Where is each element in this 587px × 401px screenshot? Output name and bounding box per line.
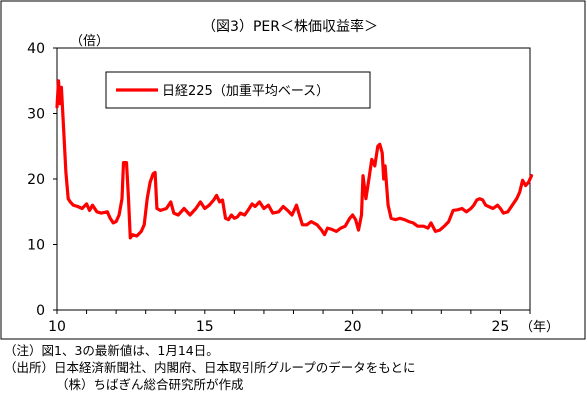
y-tick-label: 40 xyxy=(27,41,45,57)
x-tick-label: 20 xyxy=(344,319,362,335)
note-latest-value: （注）図1、3の最新値は、1月14日。 xyxy=(4,343,219,358)
series-line-nikkei225 xyxy=(55,79,534,240)
y-tick-label: 10 xyxy=(27,238,45,254)
legend-label: 日経225（加重平均ベース） xyxy=(162,83,329,99)
x-unit-label: （年） xyxy=(520,320,559,335)
x-tick-label: 15 xyxy=(196,319,214,335)
chart-title: （図3）PER＜株価収益率＞ xyxy=(202,18,378,35)
y-tick-label: 20 xyxy=(27,172,45,188)
y-unit-label: （倍） xyxy=(70,34,109,49)
notes: （注）図1、3の最新値は、1月14日。 （出所）日本経済新聞社、内閣府、日本取引… xyxy=(4,342,416,393)
y-tick-label: 30 xyxy=(27,107,45,123)
legend: 日経225（加重平均ベース） xyxy=(105,71,371,109)
x-tick-label: 10 xyxy=(48,319,66,335)
chart-outer-frame xyxy=(0,0,586,340)
y-tick-label: 0 xyxy=(36,303,45,319)
x-tick-label: 25 xyxy=(492,319,510,335)
source-line-1: （出所）日本経済新聞社、内閣府、日本取引所グループのデータをもとに xyxy=(4,360,416,375)
source-line-2: （株）ちばぎん総合研究所が作成 xyxy=(56,377,244,392)
